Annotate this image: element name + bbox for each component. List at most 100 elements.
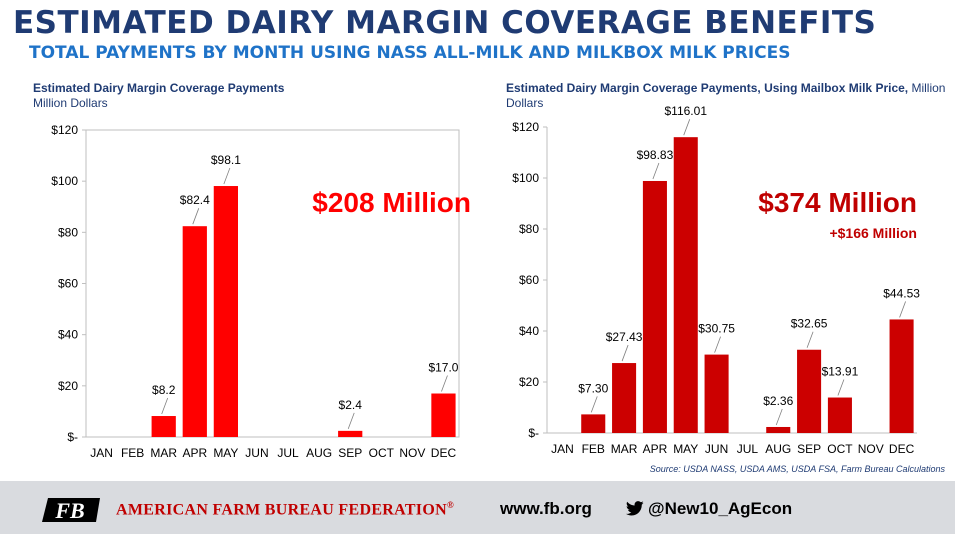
- right-x-tick-label: DEC: [889, 442, 915, 456]
- left-y-tick-label: $20: [58, 379, 78, 393]
- left-x-tick-label: AUG: [306, 446, 332, 460]
- page-title: ESTIMATED DAIRY MARGIN COVERAGE BENEFITS: [13, 5, 877, 41]
- right-leader-line: [652, 162, 660, 180]
- twitter-handle-text: @New10_AgEcon: [648, 499, 793, 518]
- right-bar-sep: [797, 349, 822, 433]
- right-x-tick-label: AUG: [765, 442, 791, 456]
- left-x-tick-label: NOV: [399, 446, 425, 460]
- left-leader-line: [223, 167, 231, 185]
- right-bar-chart: $- $20 $40 $60 $80 $100 $120 JAN FEB $7.30 MAR $27.…: [512, 104, 920, 456]
- left-data-label-sep: $2.4: [339, 398, 363, 412]
- right-x-tick-label: MAY: [673, 442, 698, 456]
- right-data-label-may: $116.01: [665, 104, 708, 118]
- left-leader-line: [192, 208, 200, 225]
- right-y-tick-label: $60: [519, 273, 539, 287]
- right-data-label-mar: $27.43: [606, 330, 643, 344]
- right-x-tick-label: FEB: [582, 442, 605, 456]
- right-bar-feb: [581, 414, 606, 433]
- left-x-tick-label: JAN: [90, 446, 113, 460]
- right-data-label-dec: $44.53: [883, 286, 920, 300]
- left-y-tick-label: $-: [67, 430, 78, 444]
- right-y-tick-label: $100: [512, 171, 539, 185]
- right-bar-jun: [704, 354, 729, 433]
- right-chart-units: Million Dollars: [506, 81, 946, 110]
- right-leader-line: [899, 301, 906, 318]
- right-leader-line: [621, 344, 629, 362]
- right-leader-line: [806, 331, 814, 348]
- left-y-tick-label: $100: [51, 174, 78, 188]
- left-bar-apr: [182, 226, 207, 437]
- left-chart-title: Estimated Dairy Margin Coverage Payments…: [33, 81, 353, 111]
- left-x-tick-label: DEC: [431, 446, 457, 460]
- left-bar-dec: [431, 393, 456, 437]
- left-x-tick-label: JUN: [245, 446, 268, 460]
- organization-name-text: AMERICAN FARM BUREAU FEDERATION: [116, 501, 447, 519]
- organization-name: AMERICAN FARM BUREAU FEDERATION®: [116, 500, 454, 519]
- left-chart-title-bold: Estimated Dairy Margin Coverage Payments: [33, 81, 285, 95]
- left-x-tick-label: FEB: [121, 446, 144, 460]
- right-bar-may: [673, 137, 698, 433]
- right-bar-dec: [889, 319, 914, 433]
- right-total-callout: $374 Million: [758, 187, 917, 218]
- left-x-tick-label: JUL: [277, 446, 299, 460]
- twitter-handle[interactable]: @New10_AgEcon: [626, 499, 792, 519]
- left-y-tick-label: $120: [51, 123, 78, 137]
- source-note: Source: USDA NASS, USDA AMS, USDA FSA, F…: [649, 464, 945, 474]
- left-bar-chart: $- $20 $40 $60 $80 $100 $120 JAN FEB MAR $8.2 APR $8…: [51, 123, 460, 460]
- right-leader-line: [714, 336, 721, 353]
- right-data-label-jun: $30.75: [698, 322, 735, 336]
- right-x-tick-label: NOV: [858, 442, 884, 456]
- right-chart-title: Estimated Dairy Margin Coverage Payments…: [506, 81, 946, 111]
- left-x-tick-label: SEP: [338, 446, 362, 460]
- right-bar-mar: [612, 363, 637, 433]
- left-data-label-apr: $82.4: [180, 193, 210, 207]
- left-leader-line: [161, 397, 169, 415]
- website-link[interactable]: www.fb.org: [500, 499, 592, 518]
- right-bar-aug: [766, 426, 791, 433]
- left-y-tick-label: $40: [58, 328, 78, 342]
- right-leader-line: [837, 379, 845, 396]
- left-data-label-may: $98.1: [211, 153, 241, 167]
- left-leader-line: [347, 412, 355, 430]
- right-x-tick-label: SEP: [797, 442, 821, 456]
- left-data-label-dec: $17.0: [428, 361, 458, 375]
- left-x-tick-label: MAR: [150, 446, 177, 460]
- left-plot-frame: [85, 129, 460, 438]
- left-bar-may: [213, 186, 238, 437]
- right-bar-apr: [642, 180, 667, 433]
- left-y-tick-label: $60: [58, 277, 78, 291]
- right-x-tick-label: JUN: [705, 442, 728, 456]
- right-bar-oct: [827, 397, 852, 433]
- right-data-label-apr: $98.83: [637, 148, 674, 162]
- footer-bar: FB AMERICAN FARM BUREAU FEDERATION® www.…: [0, 481, 955, 534]
- right-data-label-oct: $13.91: [822, 365, 859, 379]
- left-leader-line: [441, 375, 448, 392]
- left-chart-units: Million Dollars: [33, 96, 108, 110]
- right-y-tick-label: $120: [512, 120, 539, 134]
- left-x-tick-label: APR: [182, 446, 207, 460]
- right-data-label-aug: $2.36: [763, 394, 793, 408]
- right-y-tick-label: $20: [519, 375, 539, 389]
- right-x-tick-label: JUL: [737, 442, 759, 456]
- right-x-tick-label: APR: [643, 442, 668, 456]
- right-y-tick-label: $80: [519, 222, 539, 236]
- logo-text: FB: [54, 498, 84, 523]
- left-bar-mar: [151, 416, 176, 437]
- page-subtitle: TOTAL PAYMENTS BY MONTH USING NASS ALL-M…: [29, 43, 791, 63]
- right-leader-line: [775, 408, 783, 426]
- right-chart-title-bold: Estimated Dairy Margin Coverage Payments…: [506, 81, 909, 95]
- right-leader-line: [683, 119, 691, 136]
- right-leader-line: [590, 396, 598, 413]
- left-y-tick-label: $80: [58, 225, 78, 239]
- registered-mark: ®: [446, 500, 454, 510]
- left-total-callout: $208 Million: [312, 187, 471, 218]
- right-difference-callout: +$166 Million: [829, 225, 917, 241]
- right-x-tick-label: JAN: [551, 442, 574, 456]
- left-x-tick-label: OCT: [369, 446, 395, 460]
- left-x-tick-label: MAY: [213, 446, 238, 460]
- right-data-label-sep: $32.65: [791, 317, 828, 331]
- left-data-label-mar: $8.2: [152, 383, 176, 397]
- right-y-tick-label: $-: [528, 426, 539, 440]
- farm-bureau-logo-icon: FB: [42, 498, 100, 523]
- right-x-tick-label: MAR: [611, 442, 638, 456]
